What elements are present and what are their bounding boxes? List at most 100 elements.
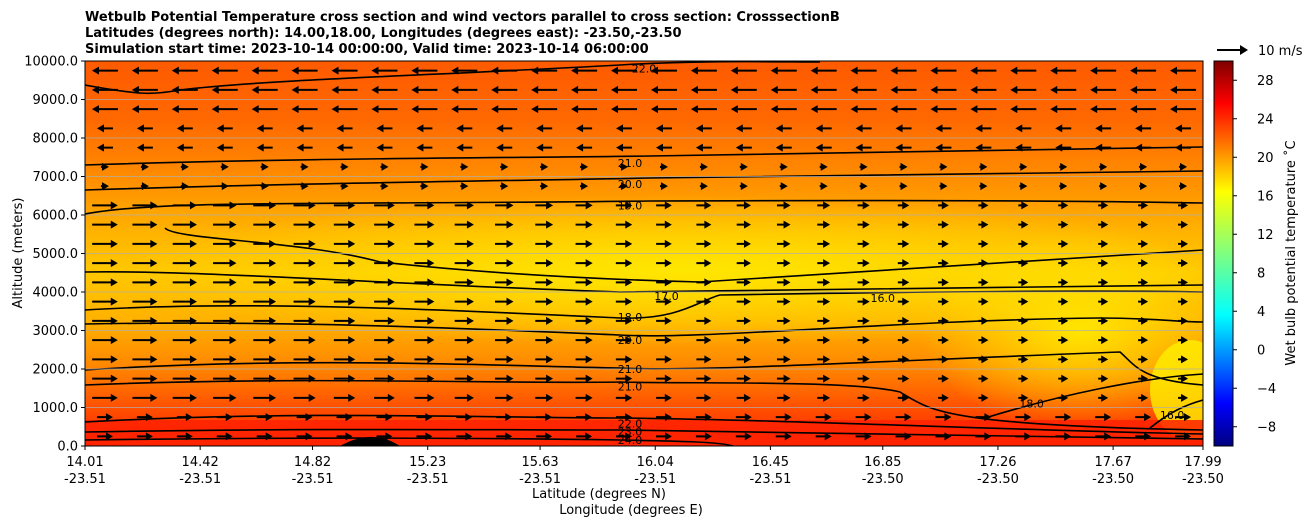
y-axis-label: Altitude (meters) (11, 198, 26, 309)
wind-vector-head (1061, 201, 1069, 210)
x-tick-label-lat: 17.26 (979, 455, 1016, 470)
wind-vector-head (981, 355, 989, 364)
wind-vector-head (225, 432, 233, 441)
wind-vector-head (783, 259, 791, 268)
wind-vector-head (823, 316, 831, 325)
wind-vector-head (900, 182, 908, 191)
wind-vector-head (216, 124, 224, 133)
wind-vector-head (664, 374, 672, 383)
wind-vector-head (1141, 259, 1149, 268)
wind-vector-head (1010, 85, 1018, 94)
wind-vector-head (850, 85, 858, 94)
wind-vector-head (387, 374, 395, 383)
wind-vector-head (571, 85, 579, 94)
wind-vector-head (546, 355, 554, 364)
wind-vector-head (941, 355, 949, 364)
wind-vector-head (664, 220, 672, 229)
wind-vector-head (611, 66, 619, 75)
wind-vector-head (1181, 393, 1189, 402)
wind-vector-head (546, 220, 554, 229)
wind-vector-head (496, 124, 504, 133)
wind-vector-head (1061, 220, 1069, 229)
wind-vector-head (1141, 239, 1149, 248)
wind-vector-head (981, 336, 989, 345)
wind-vector-head (546, 336, 554, 345)
x-tick-label-lon: -23.51 (407, 472, 449, 487)
wind-vector-head (1141, 278, 1149, 287)
wind-vector-head (145, 432, 153, 441)
wind-vector-head (823, 201, 831, 210)
wind-vector-head (221, 182, 229, 191)
wind-vector-head (690, 85, 698, 94)
wind-vector-head (229, 239, 237, 248)
wind-vector-head (585, 239, 593, 248)
wind-vector-head (189, 297, 197, 306)
contour-line (85, 290, 1203, 319)
wind-vector-head (308, 393, 316, 402)
wind-vector-head (141, 162, 149, 171)
wind-vector-head (385, 432, 393, 441)
x-tick-label-lat: 14.82 (294, 455, 331, 470)
wind-vector-head (1130, 66, 1138, 75)
wind-vector-head (743, 201, 751, 210)
wind-vector-head (1101, 220, 1109, 229)
wind-vector-head (101, 182, 109, 191)
wind-vector-head (935, 124, 943, 133)
wind-vector-head (189, 336, 197, 345)
wind-vector-head (1101, 336, 1109, 345)
wind-vector-head (336, 143, 344, 152)
wind-vector-head (1090, 66, 1098, 75)
wind-vector-head (269, 336, 277, 345)
wind-vector-head (744, 413, 752, 422)
wind-vector-head (625, 393, 633, 402)
wind-vector-head (902, 393, 910, 402)
wind-vector-head (1130, 105, 1138, 114)
wind-vector-head (229, 297, 237, 306)
wind-vector-head (890, 85, 898, 94)
wind-vector-head (466, 316, 474, 325)
wind-vector-head (189, 393, 197, 402)
wind-vector-head (810, 85, 818, 94)
wind-vector-head (531, 66, 539, 75)
contour-line (85, 146, 1203, 166)
wind-vector-head (1141, 220, 1149, 229)
wind-vector-head (625, 297, 633, 306)
wind-vector-head (585, 336, 593, 345)
title-line-1: Wetbulb Potential Temperature cross sect… (85, 10, 840, 25)
wind-vector-head (664, 355, 672, 364)
contour-line (85, 437, 734, 446)
wind-vector-head (585, 316, 593, 325)
wind-vector-head (784, 432, 792, 441)
wind-vector-head (308, 355, 316, 364)
wind-vector-head (585, 355, 593, 364)
wind-vector-head (625, 220, 633, 229)
wind-vector-head (1021, 239, 1029, 248)
wind-vector-head (269, 393, 277, 402)
wind-vector-head (970, 85, 978, 94)
wind-vector-head (1181, 278, 1189, 287)
wind-vector-head (451, 105, 459, 114)
wind-vector-head (331, 85, 339, 94)
wind-vector-head (261, 182, 269, 191)
wind-vector-head (823, 220, 831, 229)
wind-vector-head (427, 355, 435, 364)
wind-vector-head (150, 393, 158, 402)
wind-vector-head (902, 239, 910, 248)
wind-vector-head (506, 297, 514, 306)
contour-line (85, 428, 1203, 440)
wind-vector-head (1181, 316, 1189, 325)
wind-vector-head (411, 85, 419, 94)
wind-vector-head (461, 182, 469, 191)
wind-vector-head (425, 413, 433, 422)
wind-vector-head (150, 239, 158, 248)
wind-vector-head (743, 355, 751, 364)
wind-vector-head (664, 297, 672, 306)
x-tick-label-lon: -23.51 (64, 472, 106, 487)
wind-vector-head (461, 162, 469, 171)
wind-vector-head (341, 182, 349, 191)
wind-vector-head (890, 66, 898, 75)
wind-vector-head (902, 374, 910, 383)
wind-vector-head (427, 259, 435, 268)
wind-vector-head (1021, 259, 1029, 268)
wind-vector-head (784, 413, 792, 422)
